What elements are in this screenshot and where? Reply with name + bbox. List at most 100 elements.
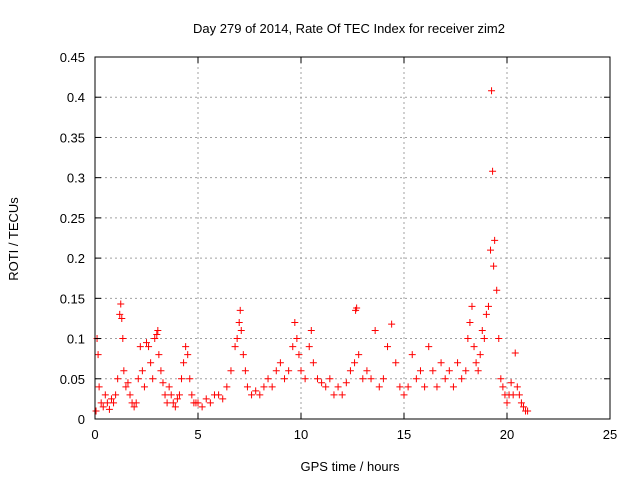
data-point bbox=[507, 379, 515, 387]
data-point bbox=[318, 379, 326, 387]
data-point bbox=[476, 351, 484, 359]
data-point bbox=[151, 335, 159, 343]
data-point bbox=[468, 302, 476, 310]
data-point bbox=[309, 359, 317, 367]
data-point bbox=[145, 343, 153, 351]
data-point bbox=[215, 391, 223, 399]
data-point bbox=[495, 335, 503, 343]
data-point bbox=[143, 339, 150, 347]
data-point bbox=[524, 407, 532, 415]
data-point bbox=[243, 383, 251, 391]
data-point bbox=[449, 383, 457, 391]
data-point bbox=[437, 359, 445, 367]
data-point bbox=[342, 379, 350, 387]
data-point bbox=[161, 391, 169, 399]
data-point bbox=[466, 318, 474, 326]
data-point bbox=[307, 327, 315, 335]
data-point bbox=[480, 335, 488, 343]
data-point bbox=[149, 375, 157, 383]
data-point bbox=[400, 391, 408, 399]
data-point bbox=[404, 383, 412, 391]
data-point bbox=[116, 310, 124, 318]
y-axis-label: ROTI / TECUs bbox=[6, 197, 21, 281]
data-point bbox=[117, 300, 125, 308]
data-point bbox=[173, 395, 181, 403]
data-point bbox=[147, 359, 155, 367]
data-point bbox=[499, 383, 507, 391]
data-point bbox=[353, 304, 361, 312]
data-point bbox=[490, 262, 498, 270]
data-point bbox=[445, 367, 453, 375]
data-point bbox=[236, 306, 244, 314]
data-point bbox=[182, 343, 190, 351]
data-point bbox=[289, 343, 297, 351]
data-point bbox=[454, 359, 462, 367]
y-tick-label: 0.15 bbox=[60, 291, 85, 306]
x-tick-label: 15 bbox=[397, 427, 411, 442]
data-point bbox=[488, 87, 496, 95]
data-point bbox=[305, 343, 313, 351]
data-point bbox=[165, 383, 173, 391]
data-point bbox=[371, 327, 379, 335]
data-point bbox=[295, 351, 303, 359]
data-point bbox=[293, 335, 301, 343]
data-point bbox=[359, 375, 367, 383]
data-point bbox=[119, 335, 127, 343]
data-point bbox=[180, 359, 188, 367]
data-point bbox=[138, 367, 146, 375]
data-point bbox=[346, 367, 354, 375]
data-point bbox=[202, 395, 210, 403]
data-point bbox=[188, 391, 196, 399]
x-tick-label: 5 bbox=[194, 427, 201, 442]
x-axis-label: GPS time / hours bbox=[301, 459, 400, 474]
data-point bbox=[478, 327, 486, 335]
data-point bbox=[326, 375, 334, 383]
data-point bbox=[276, 359, 284, 367]
data-point bbox=[132, 399, 140, 407]
data-point bbox=[433, 383, 441, 391]
data-point bbox=[281, 375, 289, 383]
data-point bbox=[493, 286, 501, 294]
y-tick-label: 0.05 bbox=[60, 372, 85, 387]
data-point bbox=[375, 383, 383, 391]
data-point bbox=[163, 399, 171, 407]
data-point bbox=[330, 391, 338, 399]
data-point bbox=[235, 318, 243, 326]
data-point bbox=[171, 403, 179, 411]
data-point bbox=[334, 383, 342, 391]
data-point bbox=[107, 395, 115, 403]
y-tick-label: 0 bbox=[78, 412, 85, 427]
data-point bbox=[421, 383, 429, 391]
y-tick-label: 0.35 bbox=[60, 130, 85, 145]
data-point bbox=[355, 351, 363, 359]
data-point bbox=[291, 318, 299, 326]
data-point bbox=[157, 367, 165, 375]
data-point bbox=[429, 367, 437, 375]
data-point bbox=[509, 391, 517, 399]
data-point bbox=[351, 359, 359, 367]
data-point bbox=[268, 383, 276, 391]
data-point bbox=[167, 391, 175, 399]
data-point bbox=[388, 320, 396, 328]
data-point bbox=[519, 403, 527, 411]
data-point bbox=[130, 403, 138, 411]
data-point bbox=[408, 351, 416, 359]
data-point bbox=[184, 351, 192, 359]
data-point bbox=[110, 399, 118, 407]
data-points bbox=[92, 87, 532, 415]
data-point bbox=[416, 367, 424, 375]
data-point bbox=[97, 399, 105, 407]
data-point bbox=[462, 367, 470, 375]
data-point bbox=[379, 375, 387, 383]
data-point bbox=[425, 343, 433, 351]
data-point bbox=[126, 391, 134, 399]
data-point bbox=[487, 246, 495, 254]
data-point bbox=[503, 399, 511, 407]
data-point bbox=[154, 327, 162, 335]
x-tick-label: 20 bbox=[500, 427, 514, 442]
data-point bbox=[239, 351, 247, 359]
data-point bbox=[252, 387, 260, 395]
data-point bbox=[441, 375, 449, 383]
data-point bbox=[219, 395, 227, 403]
data-point bbox=[396, 383, 404, 391]
